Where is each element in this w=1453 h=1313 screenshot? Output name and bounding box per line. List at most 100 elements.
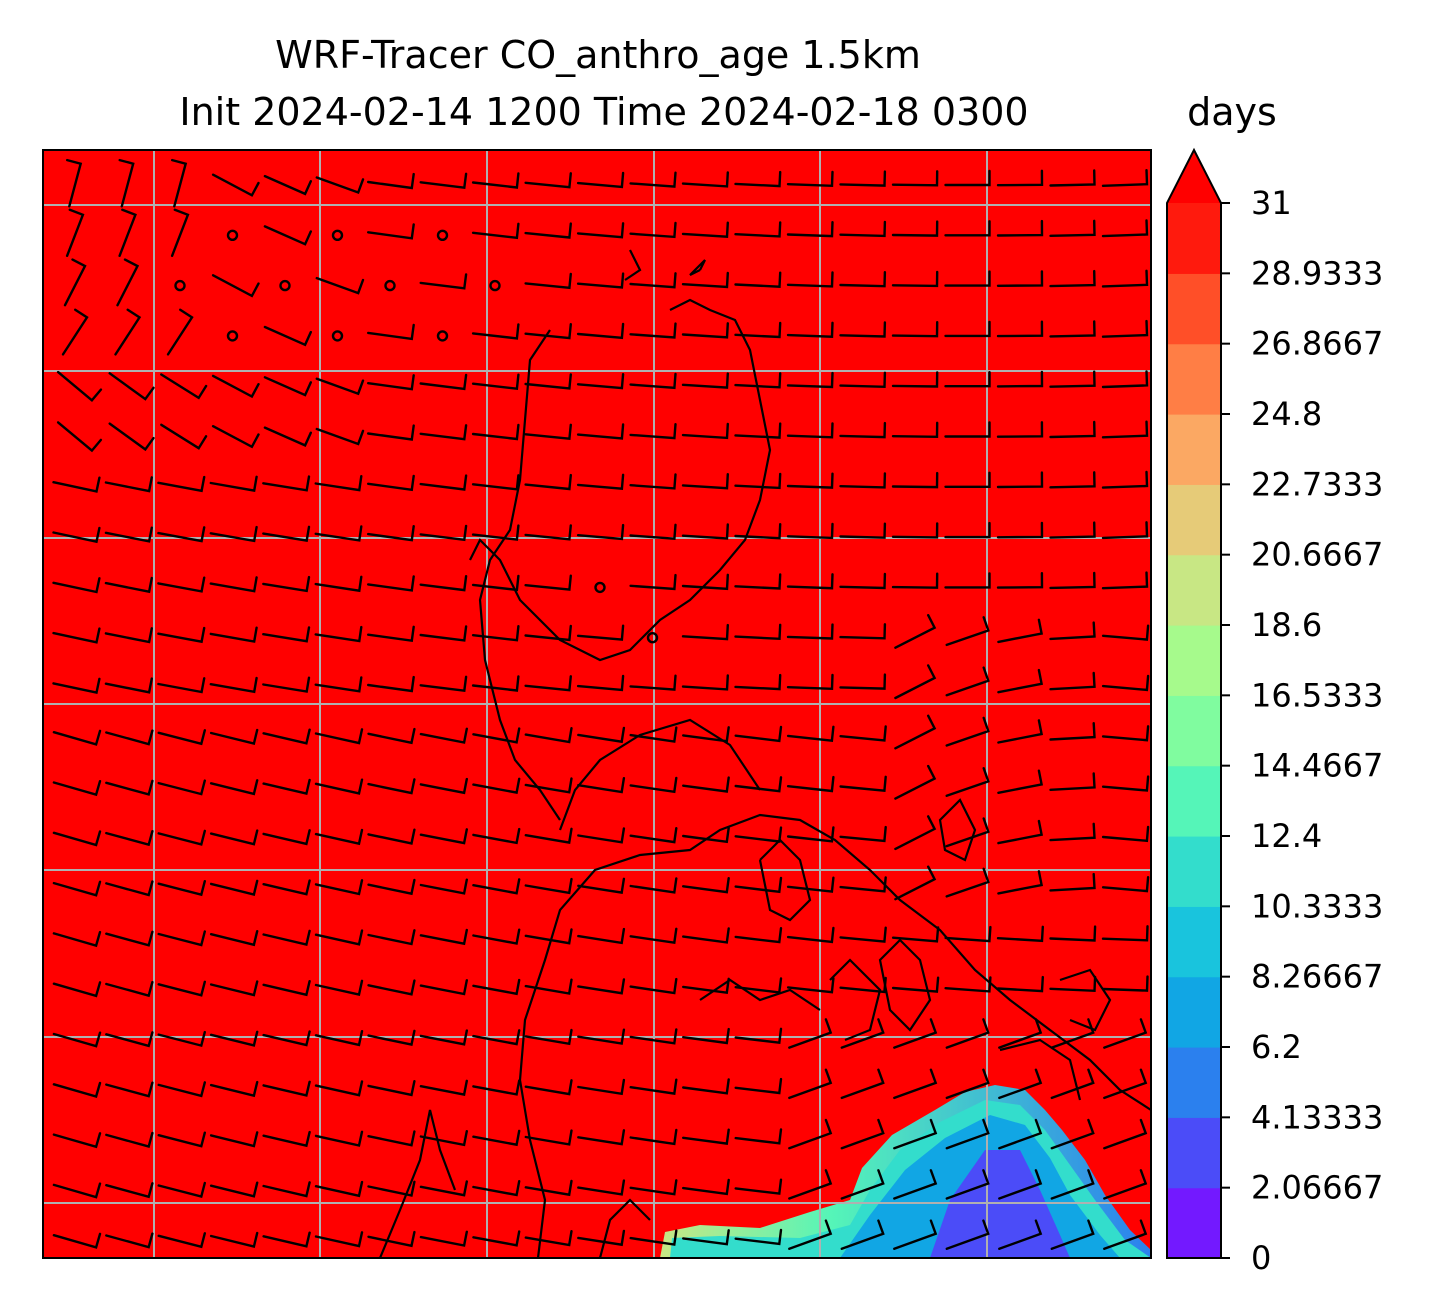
wind-barb [1101,674,1150,692]
wind-barb [105,1031,154,1048]
wind-barb [419,1079,468,1097]
colorbar-extend-arrow [1167,150,1221,203]
wind-barb [788,1118,833,1150]
calm-wind-marker [646,632,659,644]
wind-barb [471,373,520,391]
wind-barb [209,576,258,593]
wind-barb [629,1179,678,1196]
wind-barb [419,1230,468,1247]
wind-barb [786,876,835,893]
wind-barb [996,471,1044,489]
wind-barb [1101,975,1149,992]
wind-barb [629,877,678,894]
wind-barb [52,627,101,644]
wind-barb [998,1169,1043,1200]
wind-barb [839,775,887,793]
wind-barb [472,1230,521,1247]
wind-barb [839,321,887,338]
wind-barb [1049,521,1096,539]
wind-barb [998,1118,1043,1150]
wind-barb [52,526,101,544]
wind-barb [893,1068,938,1100]
wind-barb [1103,1018,1148,1049]
wind-barb [786,422,834,439]
wind-barb [894,664,937,700]
wind-barb [65,208,85,257]
wind-barb [996,521,1044,539]
wind-barb [262,929,311,946]
wind-barb [577,1028,626,1045]
colorbar-tick-label: 14.4667 [1251,747,1383,785]
wind-barb [577,927,626,945]
wind-barb [471,574,520,592]
wind-barb [314,1080,364,1097]
wind-barb [839,522,887,539]
wind-barb [262,1030,311,1047]
wind-barb [681,422,729,440]
wind-barb [157,1181,206,1198]
wind-barb [419,979,468,996]
wind-barb [893,1018,938,1049]
colorbar-unit-label: days [1187,90,1277,134]
wind-barb [263,426,312,447]
wind-barb [681,171,729,188]
wind-barb [734,1228,783,1246]
wind-barb [891,471,939,489]
calm-wind-marker [489,279,501,292]
wind-barb [1049,219,1096,237]
wind-barb [1101,571,1149,590]
wind-barb [314,625,363,643]
wind-barb [419,172,468,190]
wind-barb [1049,471,1096,489]
wind-barb [114,308,142,356]
wind-barb [367,929,416,946]
wind-barb [157,779,206,796]
calm-wind-marker [226,229,239,242]
wind-barb [629,171,677,188]
wind-barb [891,371,939,388]
wind-barb [682,877,730,894]
wind-barb [891,321,939,338]
wind-barb [944,521,991,539]
wind-barb [891,220,939,237]
wind-barb [734,271,782,288]
wind-barb [314,929,364,946]
wind-barb [1049,320,1096,338]
colorbar-tick-label: 20.6667 [1251,536,1383,574]
wind-barb [629,1128,678,1146]
wind-barb [108,422,155,452]
wind-barb [786,977,835,994]
wind-barb [997,668,1044,694]
wind-barb [786,522,834,540]
colorbar-tick-label: 8.26667 [1251,958,1383,996]
wind-barb [577,827,626,844]
wind-barb [1050,1118,1095,1150]
wind-barb [157,626,206,644]
wind-barb [997,819,1044,845]
wind-barb [840,1169,885,1200]
wind-barb [166,308,194,356]
wind-barb [104,576,153,594]
colorbar-bin [1167,273,1221,345]
wind-barb [1049,925,1097,942]
wind-barb [116,258,140,307]
wind-barb [734,523,782,540]
wind-barb [419,675,468,693]
wind-barb [1103,1219,1148,1250]
wind-barb [1103,1169,1148,1200]
wind-barb [209,475,258,492]
wind-barb [314,879,364,896]
wind-barb [734,1178,783,1195]
wind-barb [682,927,730,944]
wind-barb [419,1029,468,1046]
wind-barb [629,523,677,540]
wind-barb [524,574,572,591]
calm-wind-marker [384,279,396,292]
wind-barb [209,930,259,947]
wind-barb [262,778,311,796]
wind-barb [63,258,87,307]
wind-barb [1101,825,1150,843]
wind-barb [211,374,260,399]
chart-title-line-2: Init 2024-02-14 1200 Time 2024-02-18 030… [179,90,1028,134]
wind-barb [524,323,572,340]
